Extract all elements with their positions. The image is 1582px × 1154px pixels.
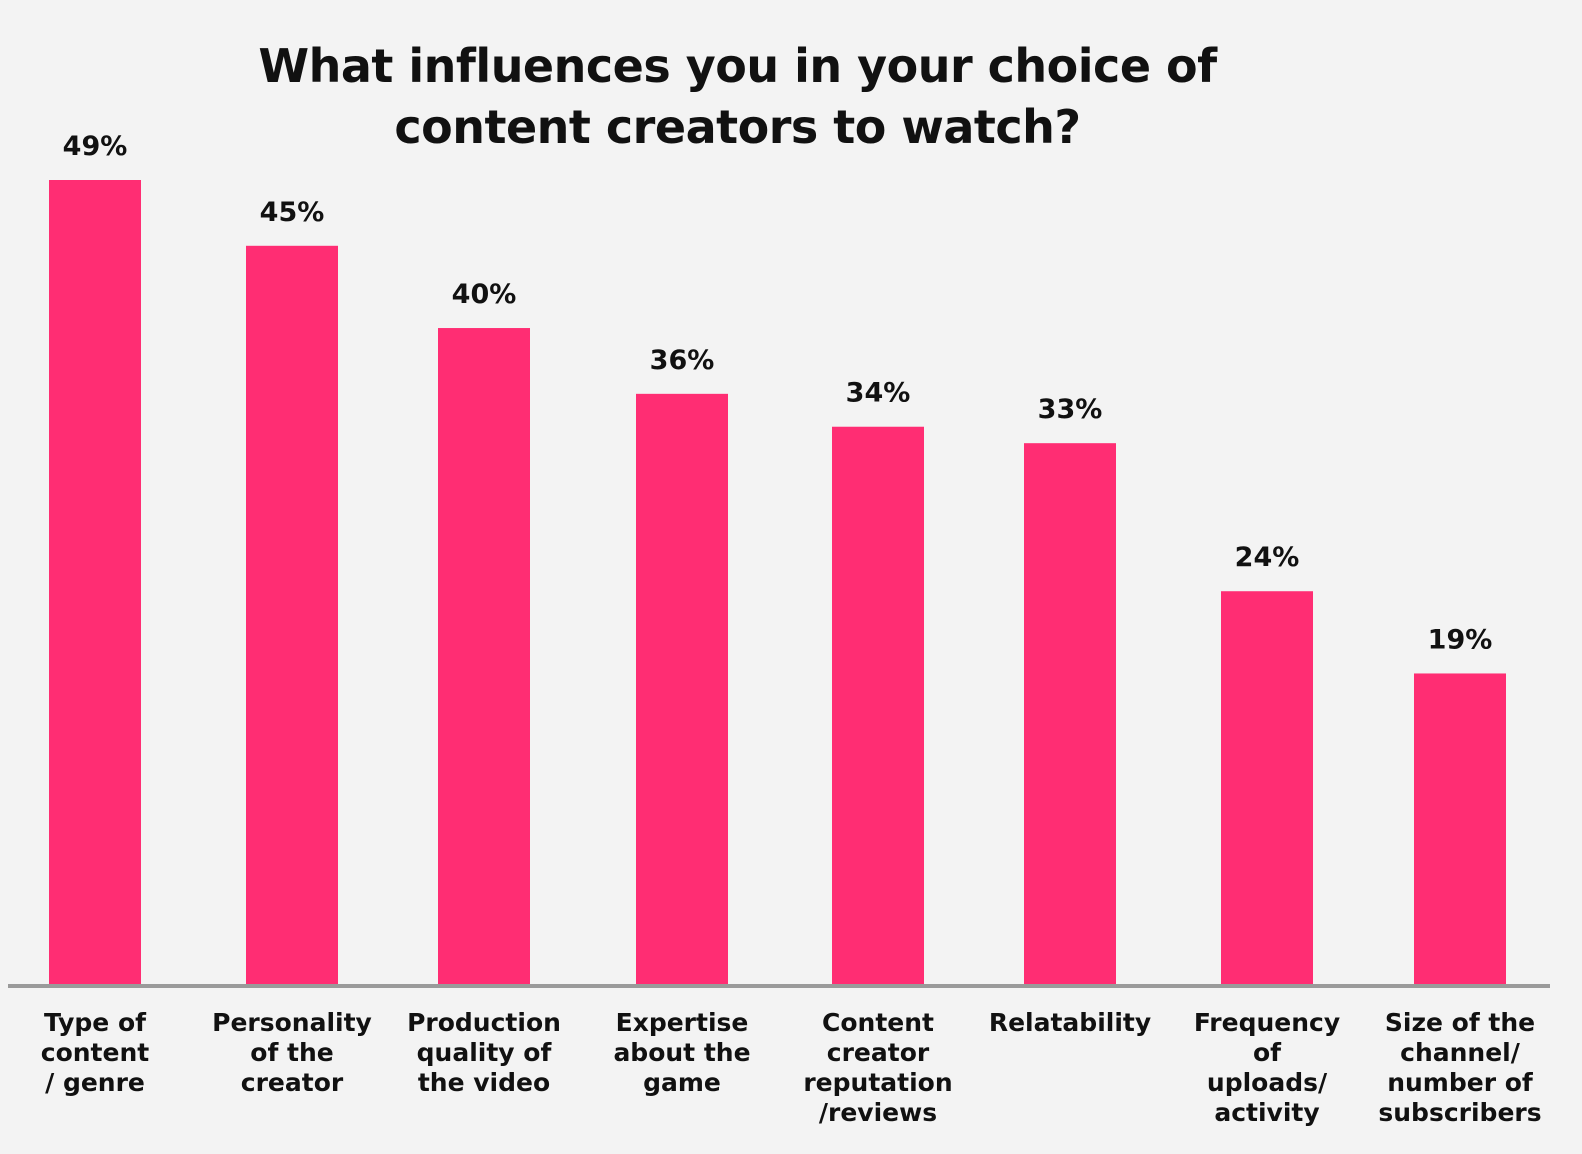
category-label-line: content — [41, 1038, 149, 1067]
category-label: Size of the channel/number of subscribers — [1378, 1008, 1541, 1127]
value-labels: 49% 45% 40% 36% 34% 33% 24% 19% — [63, 131, 1493, 655]
category-label-line: number of — [1387, 1068, 1534, 1097]
category-label: Expertise about the game — [613, 1008, 750, 1097]
value-label: 40% — [452, 279, 517, 310]
category-label-line: Production — [407, 1008, 561, 1037]
category-label-line: / genre — [45, 1068, 145, 1097]
value-label: 34% — [846, 378, 911, 409]
category-label-line: creator — [827, 1038, 930, 1067]
category-label-line: of — [1253, 1038, 1282, 1067]
category-label-line: Personality — [212, 1008, 372, 1037]
category-label-line: Relatability — [989, 1008, 1151, 1037]
value-label: 33% — [1038, 394, 1103, 425]
value-label: 36% — [650, 345, 715, 376]
category-label-line: Size of the — [1385, 1008, 1535, 1037]
category-label: Content creator reputation/reviews — [803, 1008, 952, 1127]
bar — [1414, 673, 1506, 986]
value-label: 24% — [1235, 542, 1300, 573]
chart-title-line-1: What influences you in your choice of — [258, 39, 1217, 93]
category-label-line: game — [643, 1068, 721, 1097]
bar — [49, 180, 141, 986]
category-label: Type of content / genre — [41, 1008, 149, 1097]
value-label: 45% — [260, 197, 325, 228]
chart-title: What influences you in your choice of co… — [180, 36, 1295, 158]
category-label: Frequency of uploads/activity — [1194, 1008, 1340, 1127]
bar — [636, 393, 728, 986]
bar — [832, 426, 924, 986]
bar-series — [49, 180, 1506, 987]
category-label-line: of the — [250, 1038, 333, 1067]
category-label: Relatability — [989, 1008, 1151, 1037]
category-label-line: quality of — [417, 1038, 553, 1067]
value-label: 49% — [63, 131, 128, 162]
category-label-line: Expertise — [616, 1008, 749, 1037]
category-label-line: /reviews — [819, 1098, 937, 1127]
bar — [1221, 591, 1313, 986]
bar — [1024, 443, 1116, 986]
bar — [246, 245, 338, 987]
category-label: Production quality of the video — [407, 1008, 561, 1097]
category-label-line: creator — [241, 1068, 344, 1097]
category-label-line: reputation — [803, 1068, 952, 1097]
category-label: Personality of the creator — [212, 1008, 372, 1097]
category-label-line: Content — [822, 1008, 934, 1037]
bar — [438, 328, 530, 987]
category-label-line: channel/ — [1400, 1038, 1521, 1067]
category-label-line: activity — [1214, 1098, 1319, 1127]
category-label-line: Frequency — [1194, 1008, 1340, 1037]
category-label-line: subscribers — [1378, 1098, 1541, 1127]
value-label: 19% — [1428, 624, 1493, 655]
category-label-line: about the — [613, 1038, 750, 1067]
category-label-line: uploads/ — [1207, 1068, 1328, 1097]
category-label-line: the video — [418, 1068, 550, 1097]
chart-title-line-2: content creators to watch? — [394, 100, 1081, 154]
category-label-line: Type of — [44, 1008, 147, 1037]
